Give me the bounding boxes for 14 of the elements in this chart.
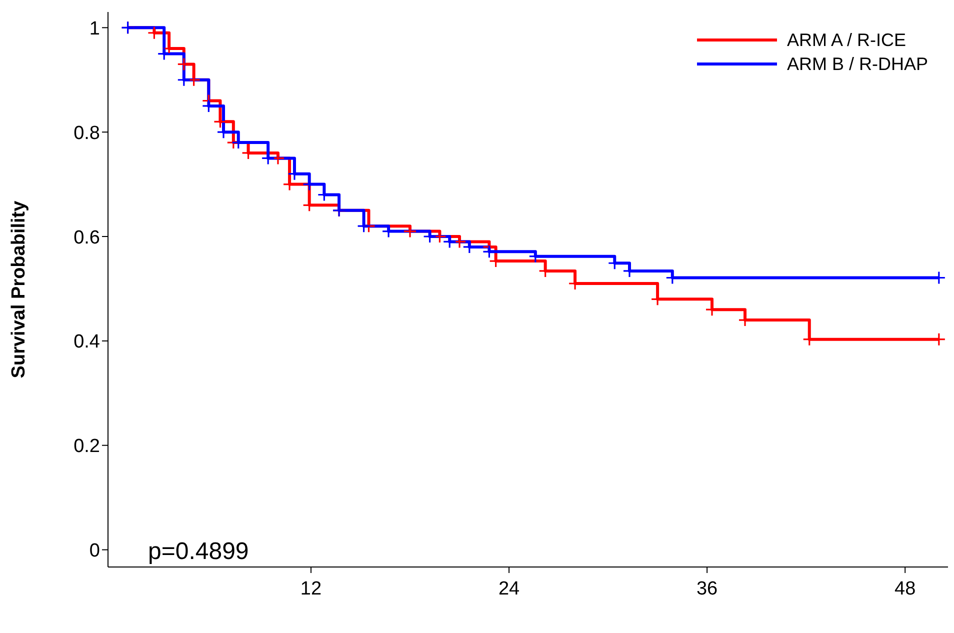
y-tick-label: 0.2 [74,436,100,458]
y-tick-label: 0.4 [74,332,100,353]
annotation: p=0.4899 [148,538,249,566]
x-tick-label: 36 [696,578,718,600]
y-tick-label: 0.8 [74,122,100,144]
x-tick-label: 12 [300,578,322,600]
y-tick-label: 0.6 [74,227,100,248]
legend-label: ARM B / R-DHAP [786,53,928,76]
y-tick-label: 0 [89,540,100,562]
y-tick-label: 1 [89,18,100,40]
legend-label: ARM A / R-ICE [786,29,906,52]
y-axis-title: Survival Probability [8,200,30,378]
x-tick-label: 24 [498,578,520,600]
x-tick-label: 48 [894,578,916,600]
